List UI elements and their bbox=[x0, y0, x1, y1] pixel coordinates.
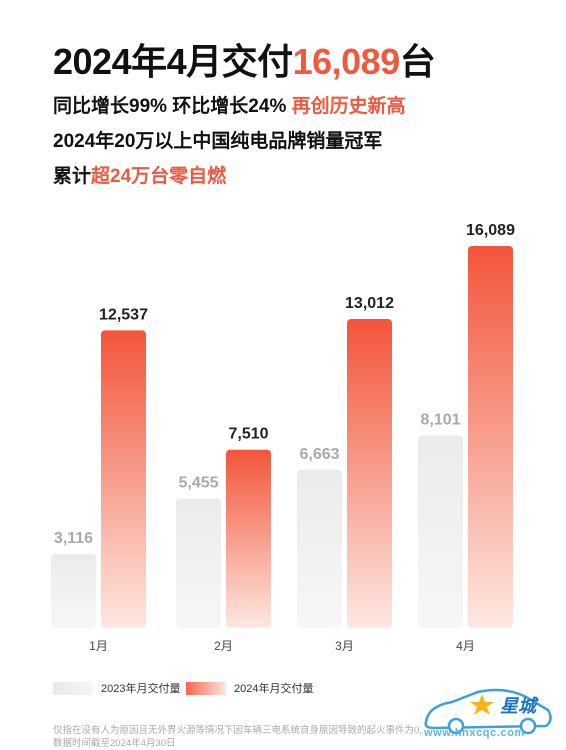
headline: 2024年4月交付16,089台 bbox=[53, 40, 436, 84]
legend-label-2024: 2024年月交付量 bbox=[234, 683, 314, 695]
legend-swatch-2024 bbox=[186, 681, 226, 695]
growth-text: 同比增长99% 环比增长24% bbox=[53, 96, 292, 117]
footnote-line2: 数据时间截至2024年4月30日 bbox=[53, 738, 176, 749]
bar-2024-1 bbox=[101, 330, 146, 628]
watermark-url: www.hnxcqc.com bbox=[424, 727, 525, 739]
subline-growth: 同比增长99% 环比增长24% 再创历史新高 bbox=[53, 94, 406, 120]
headline-number: 16,089 bbox=[292, 41, 401, 82]
bar-2024-2 bbox=[226, 449, 271, 628]
subline-safety: 累计超24万台零自燃 bbox=[53, 164, 226, 190]
legend-2024: 2024年月交付量 bbox=[186, 680, 313, 696]
subline-champion: 2024年20万以上中国纯电品牌销量冠军 bbox=[53, 131, 383, 152]
record-highlight: 再创历史新高 bbox=[291, 96, 406, 117]
data-label-2024-1: 12,537 bbox=[99, 306, 148, 323]
legend-2023: 2023年月交付量 bbox=[53, 680, 180, 696]
x-tick-label-3: 3月 bbox=[335, 639, 354, 653]
data-label-2024-3: 13,012 bbox=[345, 295, 394, 312]
x-tick-label-2: 2月 bbox=[214, 639, 233, 653]
footnote-line1: 仅指在没有人为原因且无外界火源等情况下因车辆三电系统自身原因导致的起火事件为0, bbox=[53, 725, 422, 736]
bar-2024-4 bbox=[468, 246, 513, 628]
watermark-logo: 星城 bbox=[424, 688, 552, 735]
bar-2023-4 bbox=[418, 435, 463, 628]
x-tick-label-4: 4月 bbox=[456, 639, 475, 653]
data-label-2023-2: 5,455 bbox=[178, 474, 218, 491]
data-label-2024-4: 16,089 bbox=[466, 222, 515, 239]
watermark-logo-text: 星城 bbox=[500, 696, 539, 716]
data-label-2023-3: 6,663 bbox=[299, 446, 339, 463]
legend-swatch-2023 bbox=[53, 681, 93, 695]
bar-2023-3 bbox=[297, 469, 342, 628]
headline-prefix: 2024年4月交付 bbox=[53, 41, 293, 82]
bar-2023-1 bbox=[51, 554, 96, 628]
headline-suffix: 台 bbox=[399, 41, 436, 82]
bar-2024-3 bbox=[347, 319, 392, 628]
safety-highlight: 超24万台零自燃 bbox=[91, 166, 227, 187]
bar-2023-2 bbox=[176, 498, 221, 628]
x-tick-label-1: 1月 bbox=[89, 639, 108, 653]
safety-prefix: 累计 bbox=[53, 166, 92, 187]
data-label-2023-1: 3,116 bbox=[54, 530, 93, 547]
data-label-2024-2: 7,510 bbox=[228, 426, 268, 443]
legend-label-2023: 2023年月交付量 bbox=[101, 683, 181, 695]
data-label-2023-4: 8,101 bbox=[420, 412, 460, 429]
